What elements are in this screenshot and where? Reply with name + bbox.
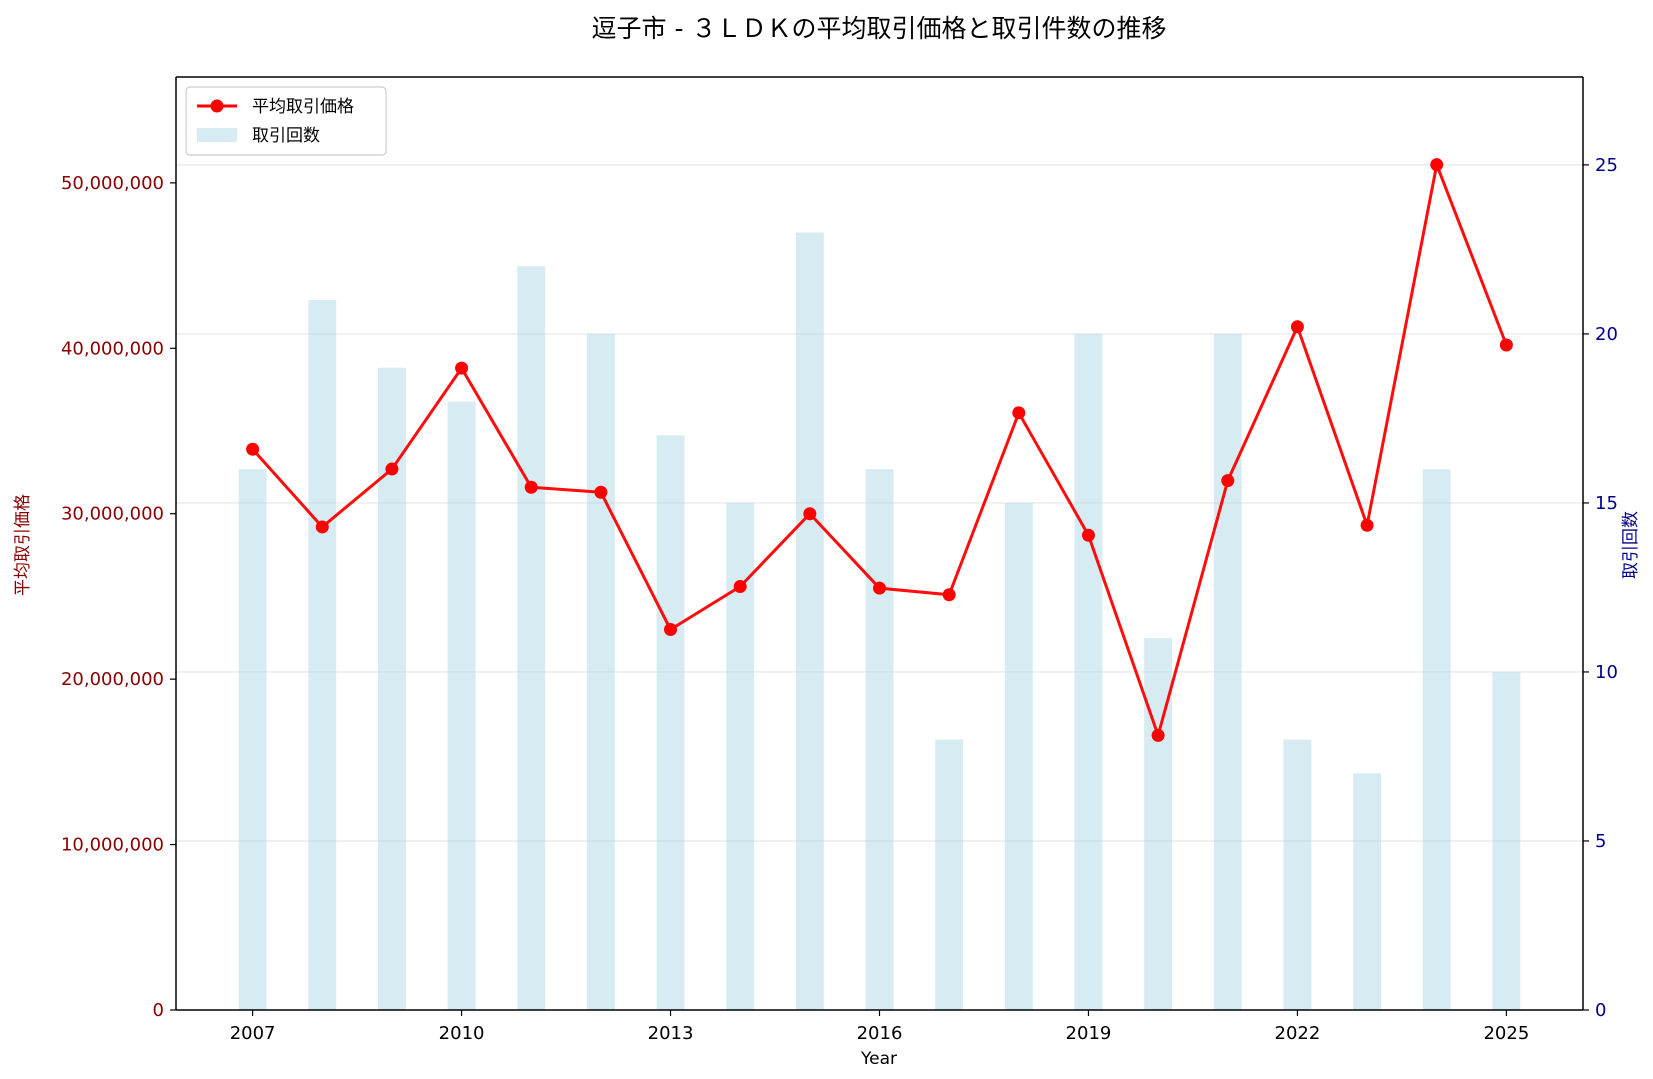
legend-marker xyxy=(210,99,224,113)
line-point xyxy=(1151,728,1165,742)
legend-label: 取引回数 xyxy=(252,126,320,146)
line-point xyxy=(873,581,886,595)
x-tick-label: 2022 xyxy=(1275,1023,1321,1044)
y-left-tick-label: 10,000,000 xyxy=(61,835,164,856)
x-tick-label: 2016 xyxy=(857,1023,903,1044)
bar xyxy=(656,435,685,1011)
y-right-tick-label: 0 xyxy=(1595,1000,1606,1021)
line-point xyxy=(733,580,747,594)
ticks: 2007 2010 2013 2016 2019 2022 2025010,000,0002… xyxy=(61,155,1618,1044)
bar xyxy=(1283,739,1312,1010)
line-point xyxy=(1221,474,1235,488)
line-series xyxy=(246,158,1513,742)
bar xyxy=(795,232,824,1010)
legend-label: 平均取引価格 xyxy=(252,97,354,117)
line-point xyxy=(664,623,678,637)
y-right-tick-label: 10 xyxy=(1595,662,1618,683)
bar xyxy=(517,266,546,1011)
line-point xyxy=(594,485,608,499)
y-left-tick-label: 50,000,000 xyxy=(61,173,164,194)
line-point xyxy=(524,480,538,494)
line-point xyxy=(385,462,399,476)
line-point xyxy=(315,520,329,534)
y-left-tick-label: 30,000,000 xyxy=(61,504,164,525)
line-point xyxy=(1012,406,1026,420)
line-point xyxy=(803,507,817,521)
bar xyxy=(1074,333,1103,1010)
y-right-tick-label: 5 xyxy=(1595,831,1606,852)
y-axis-left-label: 平均取引価格 xyxy=(13,494,33,596)
x-tick-label: 2013 xyxy=(648,1023,694,1044)
line-point xyxy=(942,588,956,602)
bar-series xyxy=(238,232,1521,1011)
line-point xyxy=(1430,158,1444,172)
bar xyxy=(447,401,476,1010)
y-left-tick-label: 20,000,000 xyxy=(61,669,164,690)
legend-bar-swatch xyxy=(197,128,237,142)
bar xyxy=(1492,671,1521,1010)
y-right-tick-label: 20 xyxy=(1595,324,1618,345)
y-right-tick-label: 15 xyxy=(1595,493,1618,514)
bar xyxy=(1213,333,1242,1010)
bar xyxy=(308,300,337,1010)
bar xyxy=(1144,638,1173,1010)
bar xyxy=(1353,773,1382,1010)
x-tick-label: 2025 xyxy=(1483,1023,1529,1044)
y-axis-right-label: 取引回数 xyxy=(1621,511,1641,579)
bar xyxy=(586,333,615,1010)
line-point xyxy=(1499,338,1513,352)
x-tick-label: 2010 xyxy=(439,1023,485,1044)
bar xyxy=(935,739,964,1010)
bar xyxy=(726,502,755,1010)
line-point xyxy=(1290,320,1304,334)
x-tick-label: 2019 xyxy=(1066,1023,1112,1044)
x-tick-label: 2007 xyxy=(230,1023,276,1044)
y-right-tick-label: 25 xyxy=(1595,155,1618,176)
y-left-tick-label: 0 xyxy=(153,1000,164,1021)
x-axis-label: Year xyxy=(860,1049,897,1069)
line-point xyxy=(1081,528,1095,542)
chart-title: 逗子市 - ３ＬＤＫの平均取引価格と取引件数の推移 xyxy=(592,14,1167,43)
line-point xyxy=(246,442,260,456)
bar xyxy=(865,469,894,1010)
line-point xyxy=(455,361,469,375)
y-left-tick-label: 40,000,000 xyxy=(61,338,164,359)
bar xyxy=(1004,502,1033,1010)
line-point xyxy=(1360,518,1374,532)
bar xyxy=(1422,469,1451,1010)
bar xyxy=(238,469,267,1010)
